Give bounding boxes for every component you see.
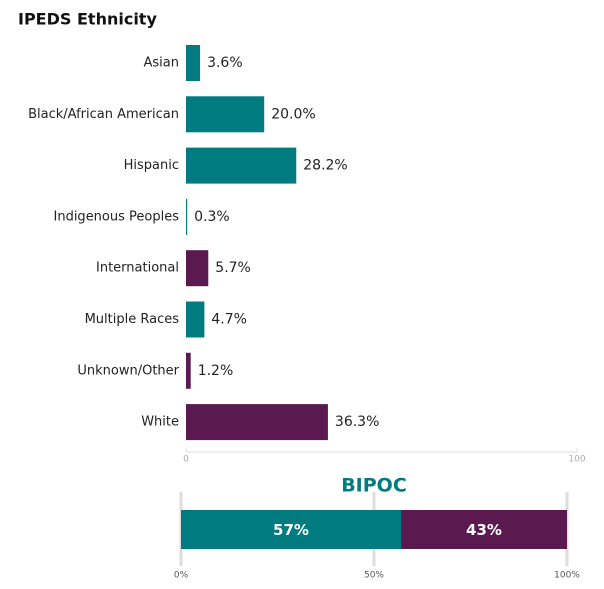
value-label: 0.3% [194,209,230,225]
x-tick-label: 0% [174,571,189,581]
value-label: 57% [273,521,309,539]
bar-segment [181,510,402,549]
category-label: Asian [144,56,179,71]
value-label: 4.7% [211,312,247,328]
value-label: 5.7% [215,260,251,276]
value-label: 1.2% [198,363,234,379]
bar [186,198,188,235]
bar [186,96,265,133]
x-tick-label: 100 [568,455,585,465]
category-label: International [96,261,179,276]
category-label: Indigenous Peoples [54,209,180,224]
x-tick-label: 50% [364,571,384,581]
value-label: 28.2% [303,158,347,174]
category-label: Unknown/Other [77,363,179,378]
x-tick-label: 100% [554,571,580,581]
bar [186,147,297,184]
chart-title: IPEDS Ethnicity [18,10,157,29]
x-tick-label: 0 [183,455,189,465]
category-label: Black/African American [28,107,179,122]
category-label: Multiple Races [85,312,180,327]
bar [186,45,201,81]
chart-title: BIPOC [341,475,407,497]
bar [186,352,191,389]
value-label: 3.6% [207,55,243,71]
value-label: 20.0% [271,106,315,122]
category-label: White [141,415,179,430]
bar [186,250,209,287]
value-label: 36.3% [335,414,379,430]
bar [186,404,328,441]
bar [186,301,205,338]
value-label: 43% [466,521,502,539]
bar-segment [401,510,567,549]
category-label: Hispanic [124,158,179,173]
